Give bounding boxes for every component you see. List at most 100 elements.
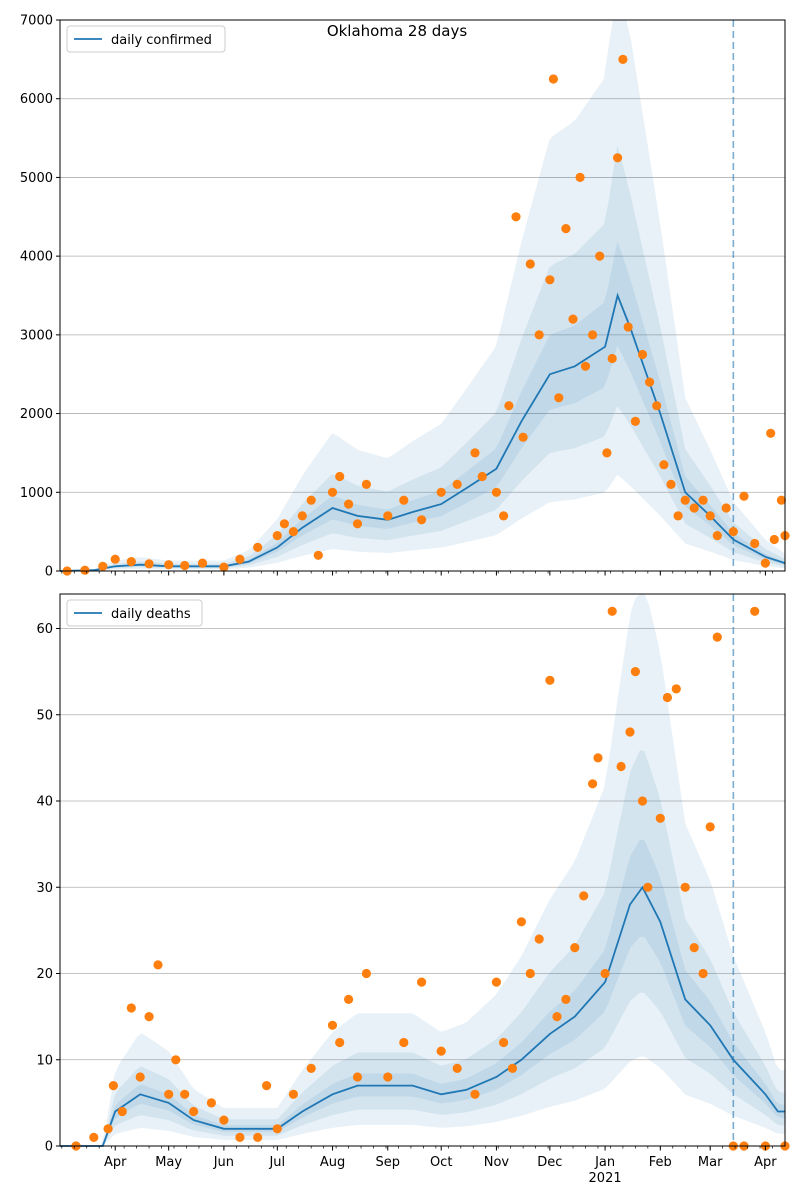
uncertainty-band-3 xyxy=(60,241,785,571)
confirmed-uncertainty-band xyxy=(60,20,785,572)
confirmed-chart: 0 1000 2000 3000 4000 5000 6000 7000 Oklahoma 2… xyxy=(20,14,790,580)
x-tick-label: May xyxy=(155,1155,182,1170)
deaths-x-axis: Apr May Jun Jul Aug Sep Oct Nov Dec Jan Feb Mar Apr xyxy=(61,1146,777,1170)
observed-point xyxy=(180,1089,190,1099)
observed-point xyxy=(689,943,699,953)
observed-point xyxy=(689,503,699,513)
observed-point xyxy=(766,428,776,438)
observed-point xyxy=(504,401,514,411)
y-tick-label: 1000 xyxy=(20,486,53,501)
observed-point xyxy=(352,519,363,529)
observed-point xyxy=(561,994,571,1005)
uncertainty-band-1 xyxy=(60,594,785,1146)
observed-point xyxy=(499,1037,509,1048)
y-tick-label: 5000 xyxy=(20,171,53,186)
observed-point xyxy=(361,968,371,979)
observed-point xyxy=(760,558,771,568)
observed-point xyxy=(491,487,501,497)
observed-point xyxy=(554,393,564,403)
observed-point xyxy=(705,511,715,521)
observed-point xyxy=(616,761,626,772)
observed-point xyxy=(235,1132,245,1142)
y-tick-label: 10 xyxy=(36,1053,53,1068)
observed-point xyxy=(108,1081,118,1091)
observed-point xyxy=(579,891,589,901)
observed-point xyxy=(525,968,535,979)
deaths-uncertainty-band xyxy=(60,594,785,1146)
observed-point xyxy=(776,495,787,505)
observed-point xyxy=(103,1124,113,1134)
observed-point xyxy=(655,813,665,823)
observed-point xyxy=(602,448,612,458)
observed-point xyxy=(417,515,427,525)
observed-point xyxy=(452,479,462,489)
observed-point xyxy=(750,606,760,616)
uncertainty-band-1 xyxy=(60,20,785,571)
observed-point xyxy=(705,822,715,832)
observed-point xyxy=(361,479,371,489)
observed-point xyxy=(712,632,722,642)
observed-point xyxy=(297,511,307,521)
y-tick-label: 3000 xyxy=(20,328,53,343)
x-tick-label: Apr xyxy=(754,1155,777,1170)
x-tick-label: Dec xyxy=(537,1155,562,1170)
observed-point xyxy=(652,401,662,411)
observed-point xyxy=(548,74,559,84)
observed-point xyxy=(470,448,480,458)
confirmed-x-axis xyxy=(61,571,773,576)
observed-point xyxy=(288,1089,298,1099)
deaths-y-axis: 0 10 20 30 40 50 60 xyxy=(36,622,60,1155)
observed-point xyxy=(568,314,578,324)
observed-point xyxy=(623,322,633,332)
observed-point xyxy=(662,692,673,703)
observed-point xyxy=(728,527,738,537)
observed-point xyxy=(750,538,760,549)
observed-point xyxy=(219,562,229,572)
observed-point xyxy=(630,416,641,426)
y-tick-label: 20 xyxy=(36,967,53,982)
observed-point xyxy=(680,882,690,892)
observed-point xyxy=(721,503,731,513)
observed-point xyxy=(197,558,208,568)
year-label: 2021 xyxy=(589,1171,622,1186)
y-tick-label: 7000 xyxy=(20,14,53,29)
observed-point xyxy=(507,1063,518,1073)
observed-point xyxy=(518,432,528,442)
observed-point xyxy=(511,212,521,222)
observed-point xyxy=(739,491,749,501)
observed-point xyxy=(575,172,585,182)
y-tick-label: 40 xyxy=(36,795,53,810)
x-tick-label: Feb xyxy=(649,1155,672,1170)
observed-point xyxy=(595,251,605,261)
observed-point xyxy=(613,153,623,163)
uncertainty-band-2 xyxy=(60,750,785,1146)
observed-point xyxy=(643,882,653,892)
observed-point xyxy=(98,561,108,571)
observed-point xyxy=(110,554,120,564)
observed-point xyxy=(313,550,323,560)
observed-point xyxy=(126,1003,136,1013)
observed-point xyxy=(144,1012,154,1022)
observed-point xyxy=(637,349,648,360)
x-tick-label: Sep xyxy=(376,1155,401,1170)
observed-point xyxy=(206,1098,216,1108)
y-tick-label: 6000 xyxy=(20,92,53,107)
observed-point xyxy=(344,994,354,1005)
observed-point xyxy=(712,531,722,541)
observed-point xyxy=(164,1089,174,1099)
observed-point xyxy=(525,259,535,269)
observed-point xyxy=(673,511,683,521)
observed-point xyxy=(534,934,544,944)
observed-point xyxy=(580,361,591,371)
observed-point xyxy=(117,1106,127,1117)
observed-point xyxy=(534,330,544,340)
observed-point xyxy=(561,224,571,234)
observed-point xyxy=(607,606,617,616)
observed-point xyxy=(288,527,298,537)
observed-point xyxy=(89,1132,99,1142)
legend-label-deaths: daily deaths xyxy=(111,607,191,622)
observed-point xyxy=(417,977,427,987)
observed-point xyxy=(491,977,501,987)
observed-point xyxy=(279,519,289,529)
observed-point xyxy=(126,557,136,567)
